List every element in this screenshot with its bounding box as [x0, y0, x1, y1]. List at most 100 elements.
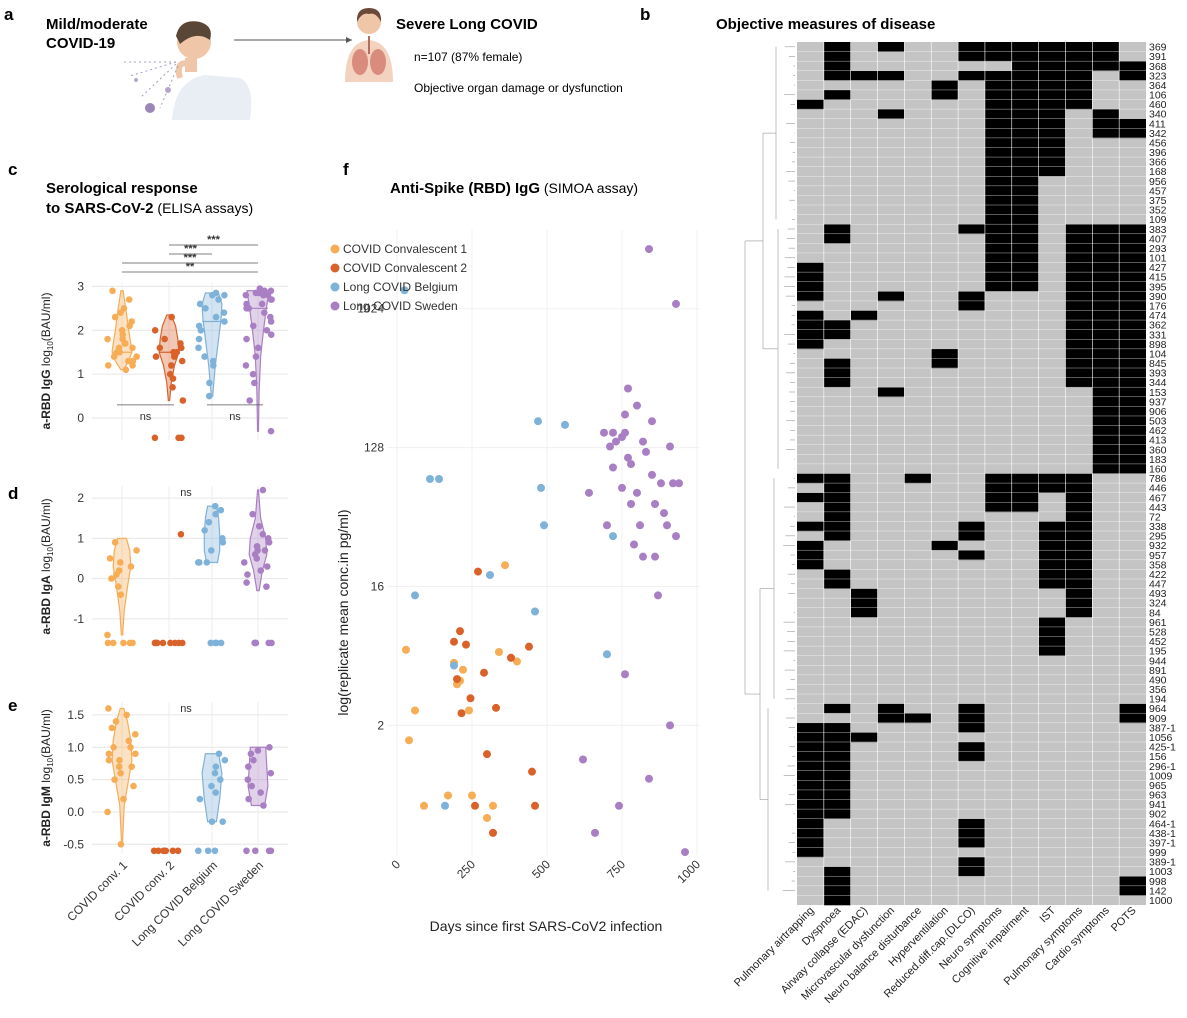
y-axis-label: a-RBD IgG log10(BAU/ml) [39, 293, 55, 430]
x-tick-label: 1000 [674, 857, 703, 886]
heatmap-cell [931, 348, 959, 359]
data-point [156, 344, 164, 352]
heatmap-cell [1119, 243, 1146, 254]
heatmap-cell [904, 713, 932, 724]
panel-b-label: b [640, 5, 650, 24]
heatmap-cell [797, 492, 824, 503]
legend-label: COVID Convalescent 1 [343, 242, 467, 256]
heatmap-cell [1065, 99, 1093, 110]
heatmap-cell [1038, 550, 1066, 561]
row-label: 941 [1149, 799, 1167, 811]
heatmap-cell [984, 51, 1012, 62]
scatter-point [648, 417, 656, 426]
heatmap-cell [1119, 377, 1146, 388]
heatmap-cell [1092, 368, 1120, 378]
row-label: 368 [1149, 61, 1167, 73]
data-point [108, 575, 115, 582]
data-point [167, 362, 175, 369]
heatmap-cell [823, 521, 851, 532]
scatter-point [450, 637, 458, 646]
heatmap-cell [1092, 454, 1120, 465]
heatmap-cell [850, 732, 878, 743]
scatter-point [489, 801, 497, 810]
heatmap-cell [984, 483, 1012, 493]
heatmap-cell [1011, 176, 1039, 187]
heatmap-cell [984, 233, 1012, 244]
significance-label: ns [229, 411, 241, 423]
data-point [205, 392, 213, 400]
data-point [125, 296, 133, 303]
data-point [209, 291, 216, 299]
heatmap-cell [797, 722, 824, 733]
y-tick-label: 0.0 [67, 805, 84, 819]
data-point [179, 397, 187, 404]
row-label: 358 [1149, 559, 1167, 571]
scatter-point [630, 540, 638, 549]
data-point [219, 539, 227, 546]
heatmap-cell [823, 799, 851, 810]
data-point [197, 326, 205, 334]
heatmap-cell [1011, 483, 1039, 493]
heatmap-cell [1092, 377, 1120, 388]
data-point [257, 789, 264, 796]
heatmap-cell [1038, 80, 1066, 91]
heatmap-cell [1065, 598, 1093, 609]
row-label: 395 [1149, 281, 1167, 293]
heatmap-cell [1119, 252, 1146, 263]
heatmap-cell [984, 42, 1012, 52]
legend-swatch [330, 301, 340, 311]
heatmap-cell [1119, 713, 1146, 724]
row-label: 397-1 [1149, 837, 1176, 849]
scatter-point [537, 483, 545, 492]
heatmap-cell [877, 703, 905, 714]
row-label: 84 [1149, 607, 1161, 619]
heatmap-cell [984, 166, 1012, 177]
heatmap-cell [1065, 521, 1093, 532]
row-label: 490 [1149, 674, 1167, 686]
heatmap-cell [1119, 262, 1146, 273]
heatmap-cell [1038, 147, 1066, 158]
data-point [245, 763, 252, 770]
heatmap-cell [1038, 70, 1066, 81]
heatmap-cell [958, 818, 985, 829]
row-label: 389-1 [1149, 857, 1176, 869]
data-point [251, 639, 258, 647]
heatmap-cell [1119, 885, 1146, 896]
heatmap-cell [1065, 473, 1093, 484]
row-label: 447 [1149, 579, 1167, 591]
heatmap-cell [797, 310, 824, 321]
heatmap-cell [1119, 435, 1146, 446]
heatmap-cell [877, 387, 905, 398]
heatmap-cell [823, 42, 851, 52]
heatmap-cell [1065, 358, 1093, 369]
legend-label: COVID Convalescent 2 [343, 261, 467, 275]
scatter-point [483, 813, 491, 822]
data-point [195, 344, 202, 352]
heatmap-cell [1092, 435, 1120, 446]
row-label: 194 [1149, 694, 1167, 706]
heatmap-cell [1011, 61, 1039, 72]
heatmap-cell [1038, 646, 1066, 656]
heatmap-cell [1038, 559, 1066, 570]
panel-f-title: Anti-Spike (RBD) IgG (SIMOA assay) [390, 180, 638, 197]
data-point [111, 776, 118, 783]
heatmap-cell [1038, 157, 1066, 167]
heatmap-cell [1119, 118, 1146, 129]
data-point [212, 789, 219, 796]
panel-c-title-1: Serological response [46, 180, 198, 197]
legend-label: Long COVID Belgium [343, 280, 458, 294]
x-tick-label: 250 [454, 857, 478, 881]
row-label: 344 [1149, 377, 1167, 389]
heatmap-cell [823, 809, 851, 819]
heatmap-cell [958, 713, 985, 724]
row-label: 101 [1149, 253, 1167, 265]
data-point [116, 348, 123, 356]
panel-a-cohort: n=107 (87% female) [414, 50, 522, 64]
data-point [248, 782, 256, 790]
heatmap-cell [823, 224, 851, 235]
scatter-point [624, 384, 632, 393]
heatmap-cell [1092, 291, 1120, 302]
data-point [265, 539, 273, 546]
data-point [204, 847, 212, 855]
scatter-point [609, 532, 617, 541]
